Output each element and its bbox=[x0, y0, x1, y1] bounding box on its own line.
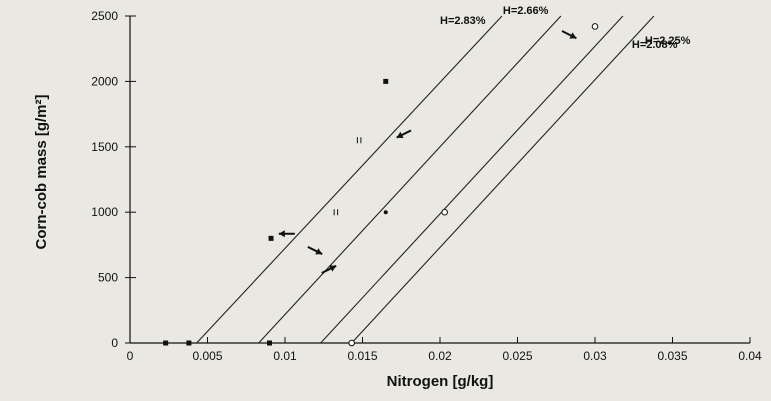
series-label-3: H=2.25% bbox=[645, 35, 691, 47]
series-line-1 bbox=[196, 15, 503, 344]
y-axis-title: Corn-cob mass [g/m²] bbox=[33, 94, 50, 249]
data-point-square bbox=[267, 340, 272, 346]
series-layer bbox=[196, 15, 655, 344]
data-point-square bbox=[186, 340, 192, 346]
data-point-dot bbox=[383, 210, 388, 215]
y-tick-label: 2500 bbox=[91, 9, 118, 23]
x-tick-label: 0.01 bbox=[273, 349, 297, 363]
labels-layer: H=2.83% H=2.66% H=2.25%H=2.08% bbox=[440, 5, 691, 51]
y-tick-label: 1000 bbox=[91, 205, 118, 219]
y-tick-label: 2000 bbox=[91, 74, 118, 88]
series-label-4: H=2.08% bbox=[632, 39, 678, 51]
y-tick-label: 1500 bbox=[91, 140, 118, 154]
pointer-arrow-head bbox=[569, 32, 577, 39]
data-point-open-circle bbox=[441, 208, 448, 216]
y-tick-label: 500 bbox=[98, 271, 118, 285]
x-tick-label: 0.025 bbox=[502, 349, 532, 363]
y-tick-label: 0 bbox=[111, 336, 118, 350]
x-tick-label: 0 bbox=[127, 349, 134, 363]
x-tick-label: 0.02 bbox=[428, 349, 452, 363]
data-point-tick bbox=[356, 137, 362, 144]
x-tick-label: 0.015 bbox=[347, 349, 377, 363]
pointer-arrow-head bbox=[278, 230, 285, 238]
data-point-open-circle bbox=[591, 23, 599, 30]
x-axis-title: Nitrogen [g/kg] bbox=[387, 373, 494, 390]
data-point-open-circle bbox=[348, 339, 355, 347]
series-label-1: H=2.83% bbox=[440, 15, 486, 27]
pointer-arrow-head bbox=[396, 131, 404, 139]
arrows-layer bbox=[278, 30, 577, 274]
data-point-square bbox=[383, 78, 389, 84]
series-line-3 bbox=[320, 15, 624, 344]
series-line-4 bbox=[351, 15, 655, 344]
x-tick-label: 0.035 bbox=[657, 349, 687, 363]
data-point-square bbox=[163, 340, 169, 346]
data-point-tick bbox=[333, 209, 339, 216]
series-label-2: H=2.66% bbox=[503, 5, 549, 17]
x-tick-label: 0.005 bbox=[192, 349, 222, 363]
x-tick-label: 0.04 bbox=[738, 349, 762, 363]
pointer-arrow-head bbox=[315, 248, 323, 255]
points-layer bbox=[163, 23, 599, 347]
series-line-2 bbox=[258, 15, 562, 344]
plot-frame: 0 0.005 0.01 0.015 0.02 0.025 0.03 0.035 0.04 0 50… bbox=[91, 9, 762, 363]
data-point-square bbox=[268, 235, 274, 241]
pointer-arrow-head bbox=[329, 265, 337, 272]
x-tick-label: 0.03 bbox=[583, 349, 607, 363]
